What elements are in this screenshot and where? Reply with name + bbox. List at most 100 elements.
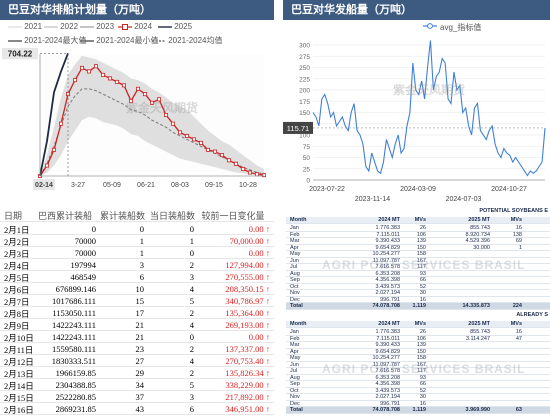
x-pointer-box: [33, 179, 55, 190]
legend-item-5: 2021-2024最大值: [8, 36, 87, 45]
port-table-cell: 139: [416, 238, 426, 244]
table-cell: 2月2日: [4, 237, 30, 247]
series-2024-point: [240, 167, 245, 172]
port-header-cell: Month: [290, 321, 307, 327]
port-table-cell: 9.654.829: [375, 348, 400, 355]
series-2024-point: [233, 161, 238, 166]
port-table-title: POTENTIAL SOYBEANS E: [479, 208, 548, 214]
table-header-cell: 较前一日变化量: [201, 211, 265, 221]
series-2024-point: [163, 113, 168, 118]
table-cell: 4: [189, 320, 194, 330]
port-table-watermark: AGRI PORT SERVICES BRASIL: [322, 362, 526, 376]
series-2024-point: [177, 130, 182, 135]
port-table-cell: 2.027.194: [375, 394, 400, 400]
y-tick-label: 100: [299, 133, 310, 140]
port-table-cell: 74.078.708: [372, 303, 400, 309]
port-header-cell: MVs: [510, 217, 522, 223]
series-2024-point: [212, 149, 217, 154]
table-cell: 0: [189, 248, 194, 258]
port-table-cell: Dec: [290, 296, 300, 303]
table-cell: 34: [135, 380, 145, 390]
legend-item-3: 2024: [118, 22, 152, 31]
series-2024-point: [115, 79, 120, 84]
port-table-cell: 8.920.734: [465, 231, 490, 238]
table-cell: 70000: [74, 248, 96, 258]
port-table-row: Total 74.078.708 1.119 14.335.873 224: [286, 303, 550, 310]
series-2024-point: [45, 163, 50, 168]
table-cell: 1830333.511: [51, 356, 96, 366]
table-row: 2月2日 70000 1 1 70,000.00 ↑: [0, 235, 274, 247]
table-row: 2月9日 1422243.111 21 4 269,193.00 ↑: [0, 319, 274, 331]
table-row: 2月8日 1153050.111 17 2 135,364.00 ↑: [0, 307, 274, 319]
port-table-cell: 167: [416, 257, 426, 264]
table-row: 2月5日 468549 6 3 270,555.00 ↑: [0, 271, 274, 283]
y-tick-label: 200: [299, 88, 310, 95]
change-cell: 338,229.00 ↑: [225, 380, 270, 390]
y-tick-label: 225: [299, 76, 310, 83]
table-cell: 2月4日: [4, 261, 30, 271]
port-table-cell: 167: [416, 361, 426, 368]
port-table-row: Oct 3.439.573 52: [286, 284, 550, 290]
series-2024-point: [219, 153, 224, 158]
table-row: 2月6日 676899.146 10 4 208,350.15 ↑: [0, 283, 274, 295]
port-table-cell: 138: [512, 231, 522, 238]
table-cell: 6: [139, 272, 144, 282]
planned-shipments-chart: 704.22 02-14 3-27 05-09 06-21 08-03 09-15 10-28…: [2, 48, 266, 190]
table-row: 2月1日 0 0 0 0.00 ↑: [0, 223, 274, 235]
series-2024-point: [247, 170, 252, 175]
table-cell: 70000: [74, 236, 96, 246]
port-table-row: Sep 4.356.398 66: [286, 381, 550, 388]
table-row: 2月13日 1966159.85 29 2 135,826.34 ↑: [0, 367, 274, 379]
port-table-cell: Sep: [290, 277, 300, 283]
table-cell: 15: [135, 296, 145, 306]
port-table-row: Aug 6.353.208 93: [286, 271, 550, 277]
table-cell: 5: [189, 380, 194, 390]
change-cell: 127,994.00 ↑: [225, 260, 270, 270]
port-table-cell: Nov: [290, 290, 300, 296]
table-cell: 197994: [70, 260, 97, 270]
series-2024-point: [59, 121, 64, 126]
series-2024-point: [135, 86, 140, 91]
table-cell: 43: [135, 404, 145, 414]
daily-shipment-table: 日期 巴西累计装船 累计装船数 当日装船数 较前一日变化量 2月1日 0 0 0 0.00 ↑ 2月…: [0, 208, 274, 415]
legend-series-label: avg_指标值: [440, 23, 482, 32]
port-table-cell: 9.390.433: [375, 342, 400, 348]
port-table-cell: 10.254.277: [372, 251, 400, 257]
planned-shipments-legend: 2021 2022 2023 2024 2025 2021-2024最大值 20…: [0, 20, 274, 48]
port-header-cell: MVs: [510, 321, 522, 327]
port-table-header: Month 2024 MT MVs 2025 MT MVs: [286, 217, 550, 224]
port-table-cell: 30.000: [473, 244, 490, 251]
table-cell: 2月8日: [4, 309, 30, 319]
table-cell: 1: [189, 236, 194, 246]
x-tick-label: 2024-03-09: [400, 186, 436, 193]
port-table-cell: Jun: [290, 257, 299, 264]
table-cell: 4: [189, 356, 194, 366]
y-pointer-box: [283, 121, 313, 134]
planned-shipments-panel: 巴豆对华排船计划量（万吨） 2021 2022 2023 2024 2025 2…: [0, 0, 274, 205]
port-table-cell: 7.616.578: [375, 368, 400, 374]
actual-shipments-chart: 0255075100125150175200225250275300115.71…: [283, 40, 546, 203]
port-table-cell: 16: [419, 296, 426, 303]
watermark: 紫金天风期货: [393, 82, 465, 97]
port-table-cell: 1: [518, 244, 522, 251]
x-tick-label: 05-09: [103, 182, 121, 189]
legend-item-0: 2021: [8, 22, 43, 31]
port-table-row: May 10.254.277 158: [286, 355, 550, 362]
port-table-cell: 4.356.398: [375, 277, 400, 283]
port-table-row: Apr 9.654.829 150 30.000 1: [286, 244, 550, 251]
table-cell: 3: [139, 260, 144, 270]
x-tick-label: 09-15: [205, 182, 223, 189]
port-table-cell: Oct: [290, 387, 299, 394]
table-row: 2月7日 1017686.111 15 5 340,786.97 ↑: [0, 295, 274, 307]
port-table-cell: 150: [416, 348, 426, 355]
table-cell: 2: [189, 308, 194, 318]
port-table-cell: 11.097.787: [372, 361, 400, 368]
port-table-row: Aug 6.353.208 93: [286, 375, 550, 381]
port-table-cell: 74.078.708: [372, 407, 400, 413]
y-tick-label: 150: [299, 110, 310, 117]
port-table-cell: 30: [419, 394, 426, 400]
change-cell: 208,350.15 ↑: [225, 284, 270, 294]
table-cell: 10: [135, 284, 145, 294]
port-header-cell: 2025 MT: [468, 217, 490, 223]
port-table-cell: 7.616.578: [375, 264, 400, 270]
